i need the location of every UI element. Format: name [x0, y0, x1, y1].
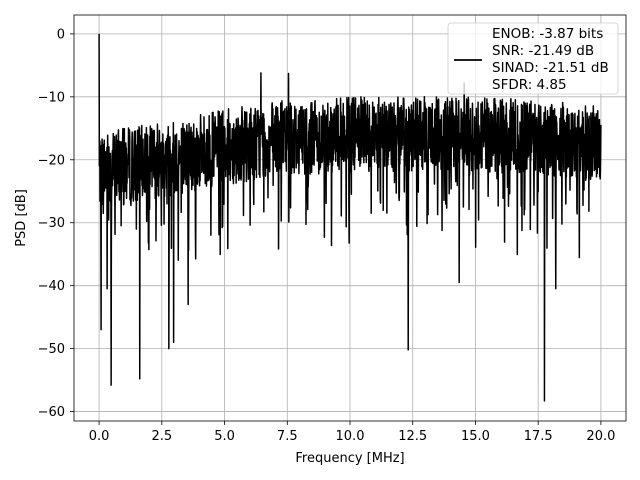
ticks: 0.0 2.5 5.0 7.5 10.0 12.5 15.0 17.5 20.0 0 −10 −20 −… [38, 27, 616, 444]
x-tick-label: 12.5 [398, 429, 427, 444]
psd-series [98, 33, 602, 402]
legend-entry-enob: ENOB: -3.87 bits [492, 26, 603, 42]
y-axis-label: PSD [dB] [14, 189, 29, 247]
legend-box [447, 22, 619, 95]
y-tick-label: −50 [38, 342, 65, 357]
x-tick-label: 10.0 [336, 429, 365, 444]
legend-entry-sfdr: SFDR: 4.85 [492, 77, 567, 93]
x-tick-label: 5.0 [214, 429, 235, 444]
y-tick-label: −10 [38, 90, 65, 105]
y-tick-label: −40 [38, 279, 65, 294]
x-tick-label: 0.0 [89, 429, 110, 444]
y-tick-label: 0 [57, 27, 65, 42]
x-axis-label: Frequency [MHz] [295, 451, 404, 466]
y-tick-label: −30 [38, 216, 65, 231]
x-tick-label: 15.0 [461, 429, 490, 444]
plot-frame [73, 14, 627, 422]
x-tick-label: 7.5 [277, 429, 298, 444]
legend-entry-sinad: SINAD: -21.51 dB [492, 60, 609, 76]
y-tick-label: −20 [38, 153, 65, 168]
y-tick-label: −60 [38, 405, 65, 420]
x-tick-label: 20.0 [586, 429, 615, 444]
legend: ENOB: -3.87 bits SNR: -21.49 dB SINAD: -… [447, 22, 619, 95]
x-tick-label: 17.5 [524, 429, 553, 444]
legend-entry-snr: SNR: -21.49 dB [492, 43, 594, 59]
psd-line [98, 33, 602, 402]
x-tick-label: 2.5 [151, 429, 172, 444]
